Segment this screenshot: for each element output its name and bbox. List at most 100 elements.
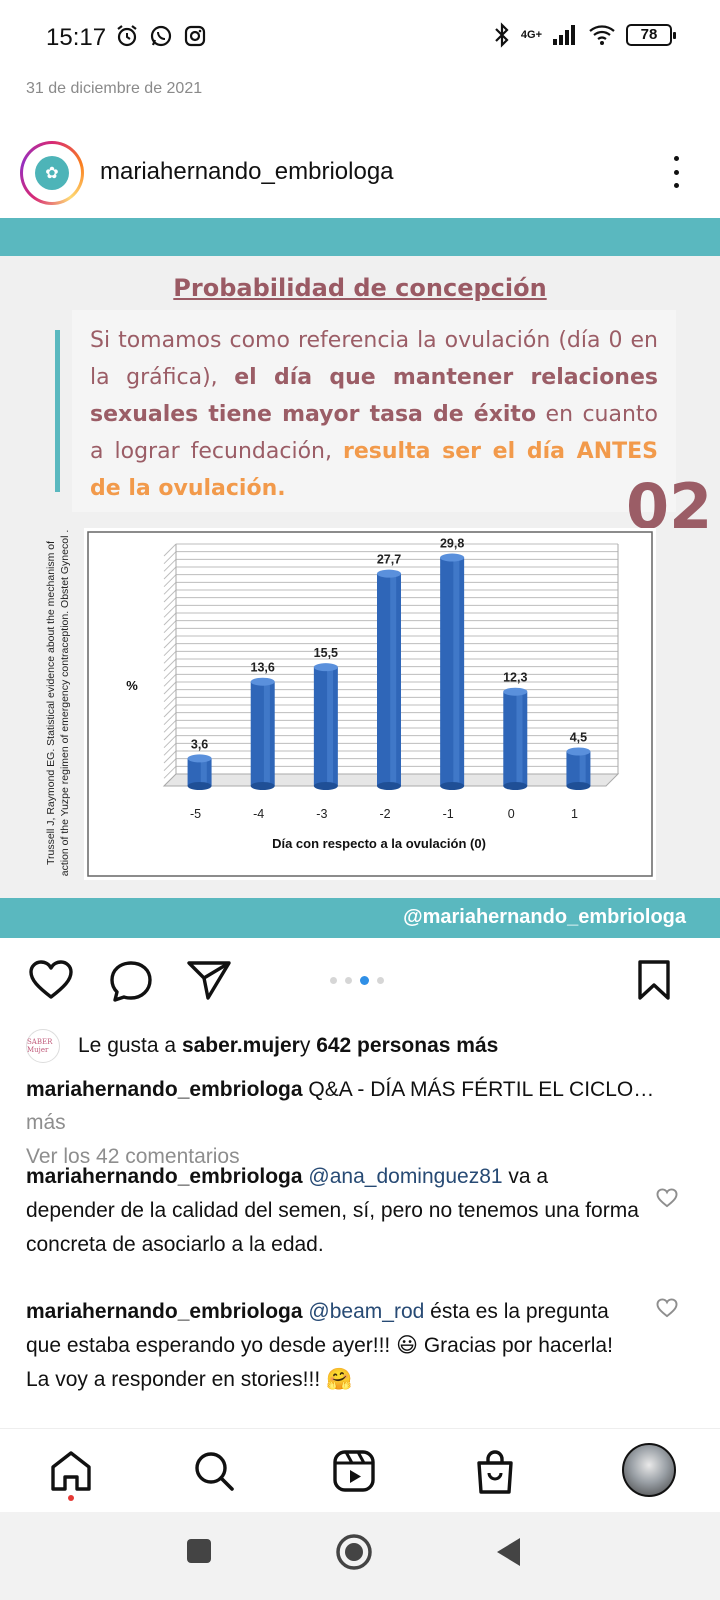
system-home-icon[interactable] (334, 1532, 374, 1572)
x-tick-label: 1 (571, 807, 578, 821)
more-options-icon[interactable] (666, 152, 686, 192)
x-tick-label: -2 (379, 807, 390, 821)
grid-line-side (163, 581, 177, 595)
search-icon[interactable] (192, 1449, 236, 1493)
data-label: 27,7 (377, 553, 401, 567)
grid-line-side (163, 712, 177, 726)
bar (440, 557, 465, 786)
image-top-band (0, 218, 720, 256)
comment-like-icon[interactable] (656, 1188, 678, 1208)
grid-line-side (163, 750, 177, 764)
like-heart-icon[interactable] (28, 959, 74, 1001)
grid-line-side (163, 543, 177, 557)
bar-highlight (516, 691, 523, 786)
data-label: 3,6 (191, 737, 208, 751)
x-tick-label: 0 (508, 807, 515, 821)
image-bottom-band (0, 898, 720, 938)
caption-more-link[interactable]: más (26, 1111, 66, 1134)
network-type: 4G+ (520, 28, 542, 41)
post-image[interactable]: Probabilidad de concepción Si tomamos co… (0, 218, 720, 938)
grid-line-side (163, 574, 177, 588)
y-axis-label: % (126, 678, 138, 693)
x-tick-label: -3 (316, 807, 327, 821)
bar-bottom (313, 782, 338, 790)
bottom-navigation (0, 1428, 720, 1512)
citation: Trussell J, Raymond EG. Statistical evid… (38, 528, 78, 878)
system-back-icon[interactable] (494, 1536, 524, 1568)
grid-line-side (163, 627, 177, 641)
x-tick-label: -5 (190, 807, 201, 821)
comment-mention[interactable]: @beam_rod (308, 1300, 425, 1323)
bar-top (250, 677, 275, 686)
bar-top (440, 553, 465, 562)
bar (566, 751, 591, 786)
post-author-avatar[interactable]: ✿ (20, 141, 84, 205)
x-tick-label: -4 (253, 807, 264, 821)
data-label: 12,3 (503, 671, 527, 685)
grid-line-side (163, 765, 177, 779)
view-comments-link[interactable]: Ver los 42 comentarios (26, 1145, 240, 1168)
save-bookmark-icon[interactable] (636, 959, 672, 1001)
bar (250, 681, 275, 786)
likes-middle: y (299, 1034, 311, 1057)
profile-avatar[interactable] (622, 1443, 676, 1497)
grid-line-side (163, 551, 177, 565)
post-caption: mariahernando_embriologa Q&A - DÍA MÁS F… (26, 1073, 686, 1139)
comment-text: ésta es la pregunta que estaba esperando… (26, 1300, 613, 1391)
avatar-logo-icon: ✿ (35, 156, 69, 190)
comment-like-icon[interactable] (656, 1298, 678, 1318)
chart-frame (87, 531, 653, 877)
carousel-dot (330, 977, 337, 984)
grid-line-side (163, 635, 177, 649)
image-quote: Si tomamos como referencia la ovulación … (72, 310, 676, 512)
x-axis-label: Día con respecto a la ovulación (0) (272, 836, 486, 851)
comment: mariahernando_embriologa @beam_rod ésta … (26, 1295, 641, 1397)
bar-bottom (187, 782, 212, 790)
bar-bottom (440, 782, 465, 790)
comment-username[interactable]: mariahernando_embriologa (26, 1165, 303, 1188)
likes-count[interactable]: 642 personas más (316, 1034, 499, 1057)
status-bar: 15:17 4G+ 78 (0, 0, 720, 72)
grid-line-side (163, 566, 177, 580)
grid-line-side (163, 758, 177, 772)
bar-bottom (377, 782, 401, 790)
reels-icon[interactable] (332, 1449, 376, 1493)
quote-text-normal-2: en cuanto a lograr fecundación, (90, 402, 659, 464)
comment-icon[interactable] (108, 959, 154, 1003)
bar-highlight (579, 751, 586, 786)
bar-bottom (566, 782, 591, 790)
comment-text: va a depender de la calidad del semen, s… (26, 1165, 639, 1256)
bar-highlight (263, 681, 270, 786)
status-notification-icons (115, 24, 207, 48)
share-icon[interactable] (186, 959, 232, 1001)
instagram-icon (184, 25, 206, 47)
comment: mariahernando_embriologa @ana_dominguez8… (26, 1160, 641, 1262)
quote-text-highlight: resulta ser el día ANTES de la ovulación… (90, 439, 658, 501)
shop-icon[interactable] (474, 1449, 516, 1495)
bar-top (187, 754, 212, 763)
post-author-username[interactable]: mariahernando_embriologa (100, 158, 394, 185)
carousel-dot (360, 976, 369, 985)
bar-bottom (503, 782, 528, 790)
grid-line-side (163, 704, 177, 718)
quote-accent-bar (55, 330, 60, 492)
caption-ellipsis: … (633, 1078, 655, 1101)
bar-highlight (453, 557, 460, 786)
grid-line-side (163, 597, 177, 611)
caption-username[interactable]: mariahernando_embriologa (26, 1078, 303, 1101)
grid-line-side (163, 620, 177, 634)
liker-username[interactable]: saber.mujer (181, 1034, 300, 1057)
recent-apps-icon[interactable] (184, 1536, 214, 1566)
grid-line-side (163, 643, 177, 657)
wifi-icon (589, 25, 615, 45)
comment-mention[interactable]: @ana_dominguez81 (308, 1165, 503, 1188)
likes-summary[interactable]: SABER Mujer Le gusta a saber.mujer y 642… (26, 1026, 706, 1066)
carousel-indicator (330, 976, 384, 985)
home-icon[interactable] (48, 1449, 94, 1493)
grid-line-side (163, 589, 177, 603)
grid-line-side (163, 719, 177, 733)
bar (187, 758, 212, 786)
comment-username[interactable]: mariahernando_embriologa (26, 1300, 303, 1323)
bar (313, 667, 338, 786)
data-label: 29,8 (440, 537, 464, 551)
